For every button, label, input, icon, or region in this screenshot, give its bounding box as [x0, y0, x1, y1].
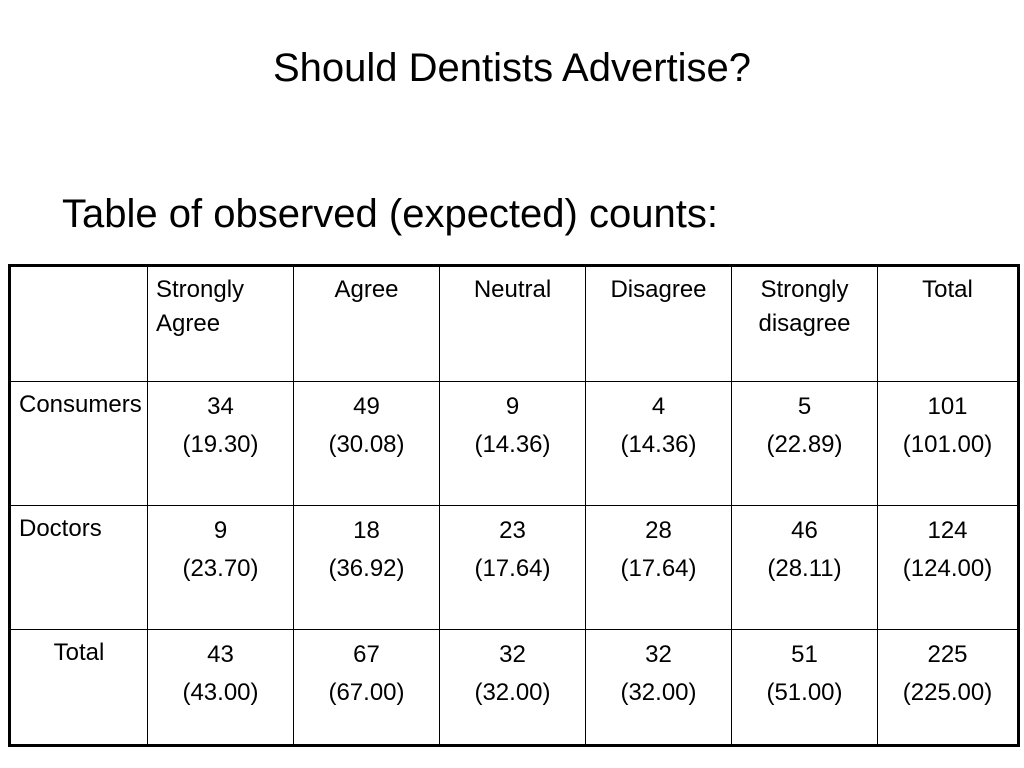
expected-count: (14.36): [620, 431, 697, 458]
table-cell: 225 (225.00): [877, 629, 1019, 746]
observed-count: 49: [353, 393, 380, 420]
observed-count: 43: [207, 641, 234, 668]
table-cell: 28 (17.64): [585, 505, 732, 630]
expected-count: (36.92): [328, 555, 405, 582]
expected-count: (124.00): [902, 555, 993, 582]
observed-count: 9: [505, 393, 520, 420]
slide-subtitle: Table of observed (expected) counts:: [62, 192, 718, 236]
expected-count: (51.00): [766, 679, 843, 706]
counts-table: Strongly Agree Agree Neutral Disagree St…: [8, 264, 1020, 747]
table-cell: 9 (14.36): [439, 381, 586, 506]
observed-count: 9: [213, 517, 228, 544]
expected-count: (225.00): [902, 679, 993, 706]
table-cell: 67 (67.00): [293, 629, 440, 746]
table-cell: 101 (101.00): [877, 381, 1019, 506]
observed-count: 225: [927, 641, 968, 668]
row-label-doctors: Doctors: [9, 505, 148, 630]
slide-title: Should Dentists Advertise?: [272, 46, 752, 90]
observed-count: 5: [797, 393, 812, 420]
table-cell: 49 (30.08): [293, 381, 440, 506]
row-label-consumers: Consumers: [9, 381, 148, 506]
table-cell: 124 (124.00): [877, 505, 1019, 630]
header-row: Strongly Agree Agree Neutral Disagree St…: [9, 265, 1019, 382]
header-strongly-agree: Strongly Agree: [147, 265, 294, 382]
expected-count: (23.70): [182, 555, 259, 582]
expected-count: (43.00): [182, 679, 259, 706]
observed-count: 51: [791, 641, 818, 668]
table-cell: 34 (19.30): [147, 381, 294, 506]
observed-count: 34: [207, 393, 234, 420]
header-agree: Agree: [293, 265, 440, 382]
table-cell: 4 (14.36): [585, 381, 732, 506]
table-row-doctors: Doctors 9 (23.70) 18 (36.92) 23 (17.64) 28 (…: [9, 505, 1019, 630]
expected-count: (101.00): [902, 431, 993, 458]
table-row-consumers: Consumers 34 (19.30) 49 (30.08) 9 (14.36) 4…: [9, 381, 1019, 506]
expected-count: (32.00): [620, 679, 697, 706]
expected-count: (19.30): [182, 431, 259, 458]
expected-count: (32.00): [474, 679, 551, 706]
observed-count: 4: [651, 393, 666, 420]
table-cell: 51 (51.00): [731, 629, 878, 746]
table-cell: 23 (17.64): [439, 505, 586, 630]
table-cell: 32 (32.00): [585, 629, 732, 746]
table-cell: 9 (23.70): [147, 505, 294, 630]
table-cell: 5 (22.89): [731, 381, 878, 506]
expected-count: (67.00): [328, 679, 405, 706]
table-row-total: Total 43 (43.00) 67 (67.00) 32 (32.00) 32 (3…: [9, 629, 1019, 746]
observed-count: 32: [645, 641, 672, 668]
observed-count: 67: [353, 641, 380, 668]
observed-count: 23: [499, 517, 526, 544]
table-cell: 43 (43.00): [147, 629, 294, 746]
header-corner: [9, 265, 148, 382]
expected-count: (14.36): [474, 431, 551, 458]
observed-count: 46: [791, 517, 818, 544]
observed-count: 32: [499, 641, 526, 668]
header-strongly-disagree: Strongly disagree: [731, 265, 878, 382]
table-cell: 46 (28.11): [731, 505, 878, 630]
observed-count: 101: [927, 393, 968, 420]
header-disagree: Disagree: [585, 265, 732, 382]
row-label-total: Total: [9, 629, 148, 746]
expected-count: (28.11): [767, 555, 842, 582]
header-neutral: Neutral: [439, 265, 586, 382]
header-total: Total: [877, 265, 1019, 382]
table-cell: 18 (36.92): [293, 505, 440, 630]
expected-count: (17.64): [620, 555, 697, 582]
expected-count: (17.64): [474, 555, 551, 582]
observed-count: 18: [353, 517, 380, 544]
expected-count: (22.89): [766, 431, 843, 458]
expected-count: (30.08): [328, 431, 405, 458]
observed-count: 28: [645, 517, 672, 544]
table-cell: 32 (32.00): [439, 629, 586, 746]
observed-count: 124: [927, 517, 968, 544]
